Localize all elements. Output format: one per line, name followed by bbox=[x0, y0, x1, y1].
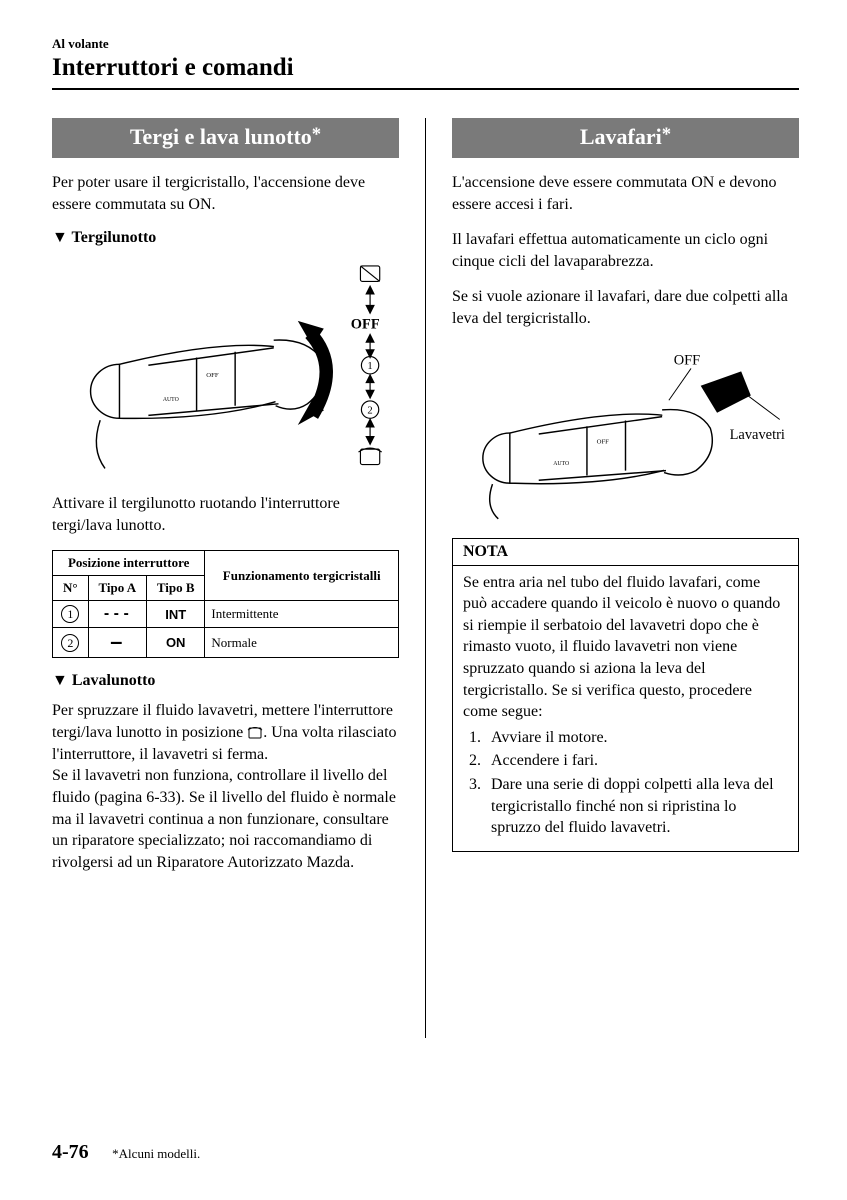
cell-r1-num: 1 bbox=[53, 601, 89, 628]
right-column: Lavafari* L'accensione deve essere commu… bbox=[444, 118, 799, 1038]
lavalunotto-text: Per spruzzare il fluido lavavetri, mette… bbox=[52, 700, 399, 873]
nota-li1: Avviare il motore. bbox=[485, 727, 788, 749]
footnote: *Alcuni modelli. bbox=[112, 1146, 200, 1161]
svg-text:AUTO: AUTO bbox=[163, 397, 179, 403]
right-heading-ast: * bbox=[662, 124, 671, 145]
svg-text:1: 1 bbox=[367, 361, 372, 372]
page-number: 4-76 bbox=[52, 1141, 89, 1163]
left-heading: Tergi e lava lunotto* bbox=[52, 118, 399, 158]
svg-text:AUTO: AUTO bbox=[553, 460, 569, 466]
nota-title: NOTA bbox=[453, 539, 798, 566]
lavalunotto-p3: Se il lavavetri non funziona, controllar… bbox=[52, 767, 396, 870]
left-column: Tergi e lava lunotto* Per poter usare il… bbox=[52, 118, 407, 1038]
svg-text:OFF: OFF bbox=[206, 372, 219, 379]
th-num: N° bbox=[53, 576, 89, 601]
stalk-diagram-right: OFF OFF AUTO bbox=[452, 344, 799, 524]
cell-r2-b: ON bbox=[147, 628, 205, 658]
nota-body: Se entra aria nel tubo del fluido lavafa… bbox=[453, 566, 798, 851]
section-label: Al volante bbox=[52, 36, 799, 52]
page-footer: 4-76 *Alcuni modelli. bbox=[52, 1141, 200, 1164]
right-p1: L'accensione deve essere commutata ON e … bbox=[452, 172, 799, 215]
wiper-table: Posizione interruttore Funzionamento ter… bbox=[52, 550, 399, 658]
cell-r2-func: Normale bbox=[205, 628, 399, 658]
table-row: 1 --- INT Intermittente bbox=[53, 601, 399, 628]
th-typeA: Tipo A bbox=[88, 576, 146, 601]
nota-box: NOTA Se entra aria nel tubo del fluido l… bbox=[452, 538, 799, 852]
right-heading: Lavafari* bbox=[452, 118, 799, 158]
cell-r1-func: Intermittente bbox=[205, 601, 399, 628]
th-pos: Posizione interruttore bbox=[53, 551, 205, 576]
th-typeB: Tipo B bbox=[147, 576, 205, 601]
nota-li3: Dare una serie di doppi colpetti alla le… bbox=[485, 774, 788, 839]
sub-lavalunotto: Lavalunotto bbox=[52, 672, 399, 690]
section-title: Interruttori e comandi bbox=[52, 54, 799, 82]
right-heading-text: Lavafari bbox=[580, 124, 662, 149]
right-p2: Il lavafari effettua automaticamente un … bbox=[452, 229, 799, 272]
cell-r2-num: 2 bbox=[53, 628, 89, 658]
sub-tergilunotto: Tergilunotto bbox=[52, 229, 399, 247]
table-row: 2 — ON Normale bbox=[53, 628, 399, 658]
svg-text:OFF: OFF bbox=[351, 317, 380, 333]
left-heading-text: Tergi e lava lunotto bbox=[130, 124, 312, 149]
wiper-icon bbox=[247, 725, 263, 744]
stalk-diagram-left: OFF AUTO bbox=[52, 257, 399, 487]
nota-body-text: Se entra aria nel tubo del fluido lavafa… bbox=[463, 574, 780, 721]
after-diagram-text: Attivare il tergilunotto ruotando l'inte… bbox=[52, 493, 399, 536]
cell-r1-a: --- bbox=[88, 601, 146, 628]
svg-text:Lavavetri: Lavavetri bbox=[730, 426, 785, 442]
svg-text:OFF: OFF bbox=[674, 352, 701, 368]
cell-r1-b: INT bbox=[147, 601, 205, 628]
cell-r2-a: — bbox=[88, 628, 146, 658]
nota-li2: Accendere i fari. bbox=[485, 750, 788, 772]
svg-text:OFF: OFF bbox=[597, 438, 610, 445]
left-heading-ast: * bbox=[312, 124, 321, 145]
column-divider bbox=[425, 118, 426, 1038]
left-intro: Per poter usare il tergicristallo, l'acc… bbox=[52, 172, 399, 215]
footnote-text: Alcuni modelli. bbox=[119, 1146, 201, 1161]
svg-text:2: 2 bbox=[367, 406, 372, 417]
page-header: Al volante Interruttori e comandi bbox=[52, 36, 799, 90]
right-p3: Se si vuole azionare il lavafari, dare d… bbox=[452, 286, 799, 329]
th-func: Funzionamento tergicristalli bbox=[205, 551, 399, 601]
